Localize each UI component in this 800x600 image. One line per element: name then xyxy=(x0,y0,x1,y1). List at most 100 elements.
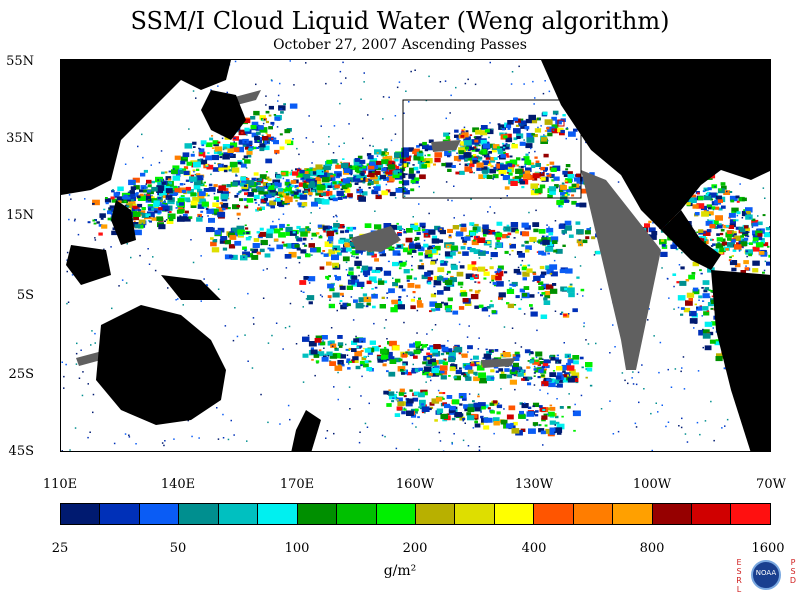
cloud-cell xyxy=(762,271,765,274)
cloud-speckle xyxy=(612,433,615,435)
map-subtitle: October 27, 2007 Ascending Passes xyxy=(273,37,527,53)
cloud-cell xyxy=(214,146,223,152)
cloud-speckle xyxy=(152,256,154,258)
cloud-cell xyxy=(463,374,467,377)
cloud-cell xyxy=(227,151,234,157)
cloud-speckle xyxy=(361,191,364,193)
cloud-cell xyxy=(294,244,300,248)
cloud-cell xyxy=(472,227,478,231)
cloud-cell xyxy=(486,174,493,179)
cloud-speckle xyxy=(614,346,616,348)
cloud-cell xyxy=(541,237,548,242)
cloud-cell xyxy=(403,392,407,395)
cloud-cell xyxy=(362,165,367,169)
cloud-cell xyxy=(555,421,560,425)
cloud-cell xyxy=(409,241,414,245)
cloud-speckle xyxy=(724,425,726,427)
cloud-cell xyxy=(258,231,266,237)
cloud-speckle xyxy=(329,299,331,301)
cloud-cell xyxy=(729,195,738,202)
cloud-cell xyxy=(321,199,330,205)
cloud-cell xyxy=(251,255,259,260)
cloud-cell xyxy=(271,140,274,142)
cloud-cell xyxy=(561,364,569,371)
cloud-cell xyxy=(124,204,128,207)
cloud-cell xyxy=(493,421,500,426)
cloud-cell xyxy=(458,150,465,155)
cloud-cell xyxy=(562,232,565,235)
cloud-speckle xyxy=(488,231,490,233)
cloud-cell xyxy=(205,142,213,148)
cloud-cell xyxy=(390,307,398,313)
cloud-cell xyxy=(575,173,581,178)
cloud-cell xyxy=(576,239,583,244)
cloud-speckle xyxy=(458,323,461,326)
cloud-cell xyxy=(351,348,357,352)
cloud-cell xyxy=(363,355,367,358)
cloud-cell xyxy=(680,313,684,316)
cloud-cell xyxy=(533,275,541,281)
cloud-cell xyxy=(267,190,276,197)
cloud-cell xyxy=(342,256,350,262)
cloud-cell xyxy=(539,184,546,189)
cloud-cell xyxy=(441,162,446,167)
cloud-cell xyxy=(474,407,481,412)
cloud-cell xyxy=(483,353,491,359)
cloud-cell xyxy=(476,365,485,371)
noaa-logo-text: NOAA xyxy=(755,569,777,577)
cloud-cell xyxy=(302,336,310,342)
cloud-cell xyxy=(711,184,718,189)
cloud-cell xyxy=(502,350,506,353)
cloud-cell xyxy=(486,351,492,355)
cloud-speckle xyxy=(555,113,558,116)
cloud-cell xyxy=(401,411,406,415)
cloud-speckle xyxy=(289,60,291,62)
cloud-cell xyxy=(335,232,339,235)
cloud-cell xyxy=(283,243,288,247)
cloud-speckle xyxy=(265,104,267,106)
cloud-cell xyxy=(767,245,770,248)
cloud-cell xyxy=(472,154,477,157)
cloud-cell xyxy=(130,186,136,190)
cloud-cell xyxy=(463,404,470,409)
cloud-cell xyxy=(430,308,436,312)
cloud-cell xyxy=(193,146,196,148)
cloud-cell xyxy=(731,239,736,243)
cloud-cell xyxy=(311,189,315,193)
cloud-cell xyxy=(514,351,520,356)
cloud-cell xyxy=(428,229,436,235)
cloud-cell xyxy=(92,199,100,206)
cloud-speckle xyxy=(764,260,767,263)
cloud-speckle xyxy=(447,340,449,342)
cloud-cell xyxy=(454,375,461,381)
cloud-cell xyxy=(172,165,180,171)
cloud-speckle xyxy=(350,296,353,298)
cloud-cell xyxy=(509,283,513,286)
cloud-speckle xyxy=(330,342,332,345)
cloud-speckle xyxy=(736,214,739,217)
cloud-cell xyxy=(506,155,510,158)
cloud-cell xyxy=(490,369,495,373)
cloud-speckle xyxy=(343,142,345,144)
cloud-cell xyxy=(152,216,155,219)
cloud-cell xyxy=(265,171,268,173)
cloud-cell xyxy=(344,188,351,193)
cloud-cell xyxy=(698,295,703,299)
cloud-cell xyxy=(259,208,262,211)
cloud-speckle xyxy=(528,354,531,356)
cloud-cell xyxy=(469,361,473,364)
missing-swath-small-2 xyxy=(481,358,516,368)
cloud-speckle xyxy=(82,371,84,373)
cloud-speckle xyxy=(133,181,136,184)
cloud-cell xyxy=(534,156,538,159)
cloud-speckle xyxy=(332,152,335,154)
cloud-cell xyxy=(506,144,510,147)
cloud-cell xyxy=(328,275,331,278)
cloud-cell xyxy=(322,183,325,186)
cloud-cell xyxy=(205,164,209,167)
cloud-cell xyxy=(495,232,503,238)
cloud-cell xyxy=(133,216,139,221)
cloud-cell xyxy=(381,253,387,257)
cloud-cell xyxy=(526,268,533,273)
cloud-cell xyxy=(720,182,726,186)
